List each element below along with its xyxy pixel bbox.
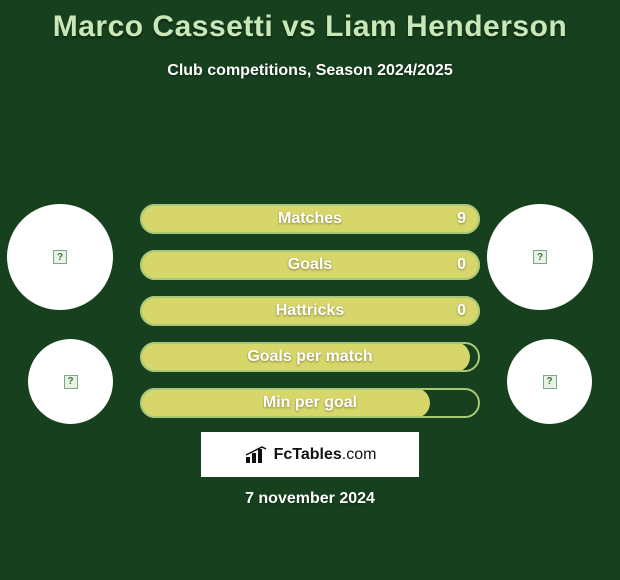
stat-value: 0 [457,296,466,326]
top-left-circle [7,204,113,310]
missing-image-icon [64,375,78,389]
stat-row-goals-per-match: Goals per match [140,342,480,372]
stat-row-hattricks: Hattricks 0 [140,296,480,326]
missing-image-icon [53,250,67,264]
subtitle: Club competitions, Season 2024/2025 [0,62,620,80]
stat-label: Hattricks [140,296,480,326]
brand-box: FcTables.com [201,432,419,477]
chart-icon [244,445,268,465]
stat-label: Matches [140,204,480,234]
brand-suffix: .com [342,446,377,463]
bottom-left-circle [28,339,113,424]
missing-image-icon [533,250,547,264]
stat-row-matches: Matches 9 [140,204,480,234]
missing-image-icon [543,375,557,389]
top-right-circle [487,204,593,310]
stat-row-goals: Goals 0 [140,250,480,280]
page-title: Marco Cassetti vs Liam Henderson [0,0,620,44]
stat-row-min-per-goal: Min per goal [140,388,480,418]
date-text: 7 november 2024 [0,490,620,508]
stat-value: 0 [457,250,466,280]
stat-label: Goals per match [140,342,480,372]
stat-label: Goals [140,250,480,280]
stat-label: Min per goal [140,388,480,418]
bottom-right-circle [507,339,592,424]
brand-text: FcTables [274,446,342,463]
stat-value: 9 [457,204,466,234]
brand-name: FcTables.com [274,446,377,464]
